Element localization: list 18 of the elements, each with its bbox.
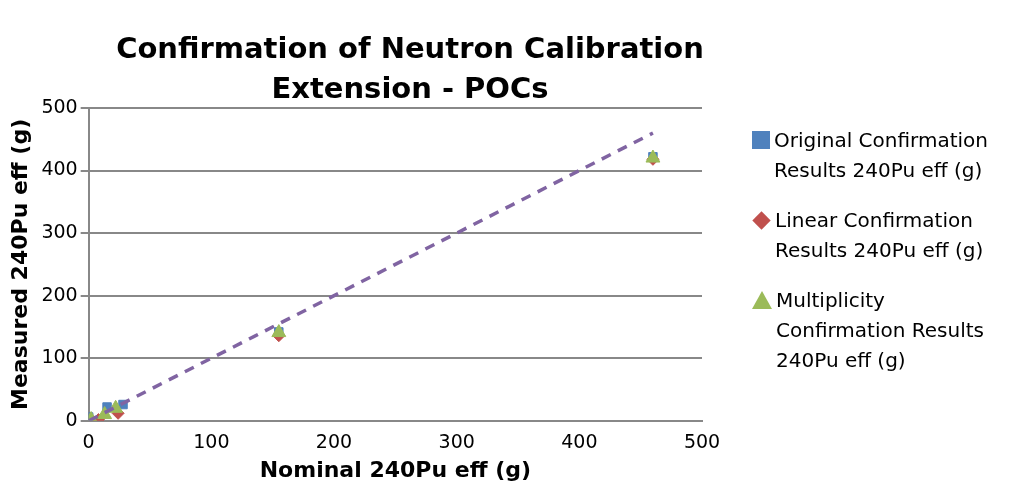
x-tick-label: 300 <box>438 430 475 453</box>
y-tick-label: 300 <box>41 220 78 243</box>
x-tick-label: 100 <box>193 430 230 453</box>
x-tick-label: 200 <box>315 430 353 453</box>
legend-label: Original Confirmation Results 240Pu eff (g) <box>774 127 989 184</box>
x-tick-label: 500 <box>683 430 721 453</box>
x-tick-label: 0 <box>82 430 95 453</box>
x-tick-label: 400 <box>561 430 598 453</box>
y-tick-label: 0 <box>65 407 78 430</box>
x-axis-title: Nominal 240Pu eff (g) <box>259 456 531 482</box>
y-tick-label: 500 <box>41 94 78 117</box>
y-tick-label: 100 <box>41 345 78 368</box>
legend-label: Multiplicity Confirmation Results 240Pu eff (g) <box>776 287 985 374</box>
legend-label: Linear Confirmation Results 240Pu eff (g) <box>775 207 985 264</box>
y-tick-label: 400 <box>41 157 78 180</box>
y-tick-label: 200 <box>41 282 78 305</box>
y-axis-title: Measured 240Pu eff (g) <box>6 118 32 411</box>
chart-title: Confirmation of Neutron Calibration Extension - POCs <box>115 30 705 107</box>
